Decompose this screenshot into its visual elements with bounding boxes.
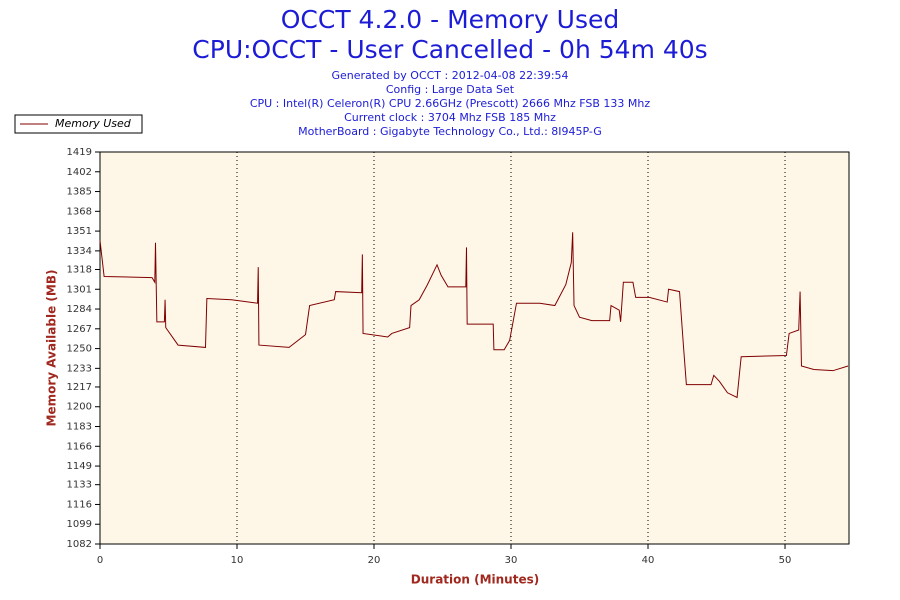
y-tick-label: 1301: [67, 284, 92, 295]
info-line: MotherBoard : Gigabyte Technology Co., L…: [298, 125, 602, 138]
data-line: [99, 232, 849, 399]
y-tick-label: 1149: [67, 461, 92, 472]
legend: [14, 114, 143, 134]
legend-label: Memory Used: [55, 117, 132, 130]
y-tick-label: 1217: [67, 382, 92, 393]
x-tick-label: 10: [231, 555, 244, 566]
y-tick-label: 1082: [67, 539, 92, 550]
y-tick-label: 1099: [67, 519, 92, 530]
info-line: Current clock : 3704 Mhz FSB 185 Mhz: [344, 111, 556, 124]
x-tick-label: 40: [642, 555, 655, 566]
y-tick-label: 1267: [67, 324, 92, 335]
y-tick-label: 1334: [67, 246, 92, 257]
x-axis-label: Duration (Minutes): [411, 573, 539, 587]
y-tick-label: 1284: [67, 304, 92, 315]
info-line: Config : Large Data Set: [386, 83, 515, 96]
y-tick-label: 1368: [67, 206, 92, 217]
x-tick-label: 30: [505, 555, 518, 566]
chart-title: OCCT 4.2.0 - Memory Used: [281, 5, 620, 34]
x-tick-label: 0: [97, 555, 103, 566]
y-tick-label: 1166: [67, 441, 92, 452]
y-tick-label: 1200: [67, 402, 92, 413]
x-tick-label: 20: [368, 555, 381, 566]
plot-area: [99, 151, 850, 545]
y-tick-label: 1318: [67, 264, 92, 275]
y-tick-label: 1183: [67, 422, 92, 433]
y-tick-label: 1250: [67, 344, 92, 355]
info-line: CPU : Intel(R) Celeron(R) CPU 2.66GHz (P…: [250, 97, 651, 110]
y-tick-label: 1116: [67, 499, 92, 510]
y-tick-label: 1133: [67, 480, 92, 491]
y-tick-label: 1233: [67, 363, 92, 374]
y-tick-label: 1351: [67, 226, 92, 237]
y-tick-label: 1385: [67, 187, 92, 198]
y-tick-label: 1419: [67, 147, 92, 158]
y-tick-label: 1402: [67, 167, 92, 178]
chart-subtitle: CPU:OCCT - User Cancelled - 0h 54m 40s: [192, 35, 707, 64]
y-axis-label: Memory Available (MB): [45, 270, 59, 427]
info-line: Generated by OCCT : 2012-04-08 22:39:54: [331, 69, 568, 82]
x-tick-label: 50: [779, 555, 792, 566]
